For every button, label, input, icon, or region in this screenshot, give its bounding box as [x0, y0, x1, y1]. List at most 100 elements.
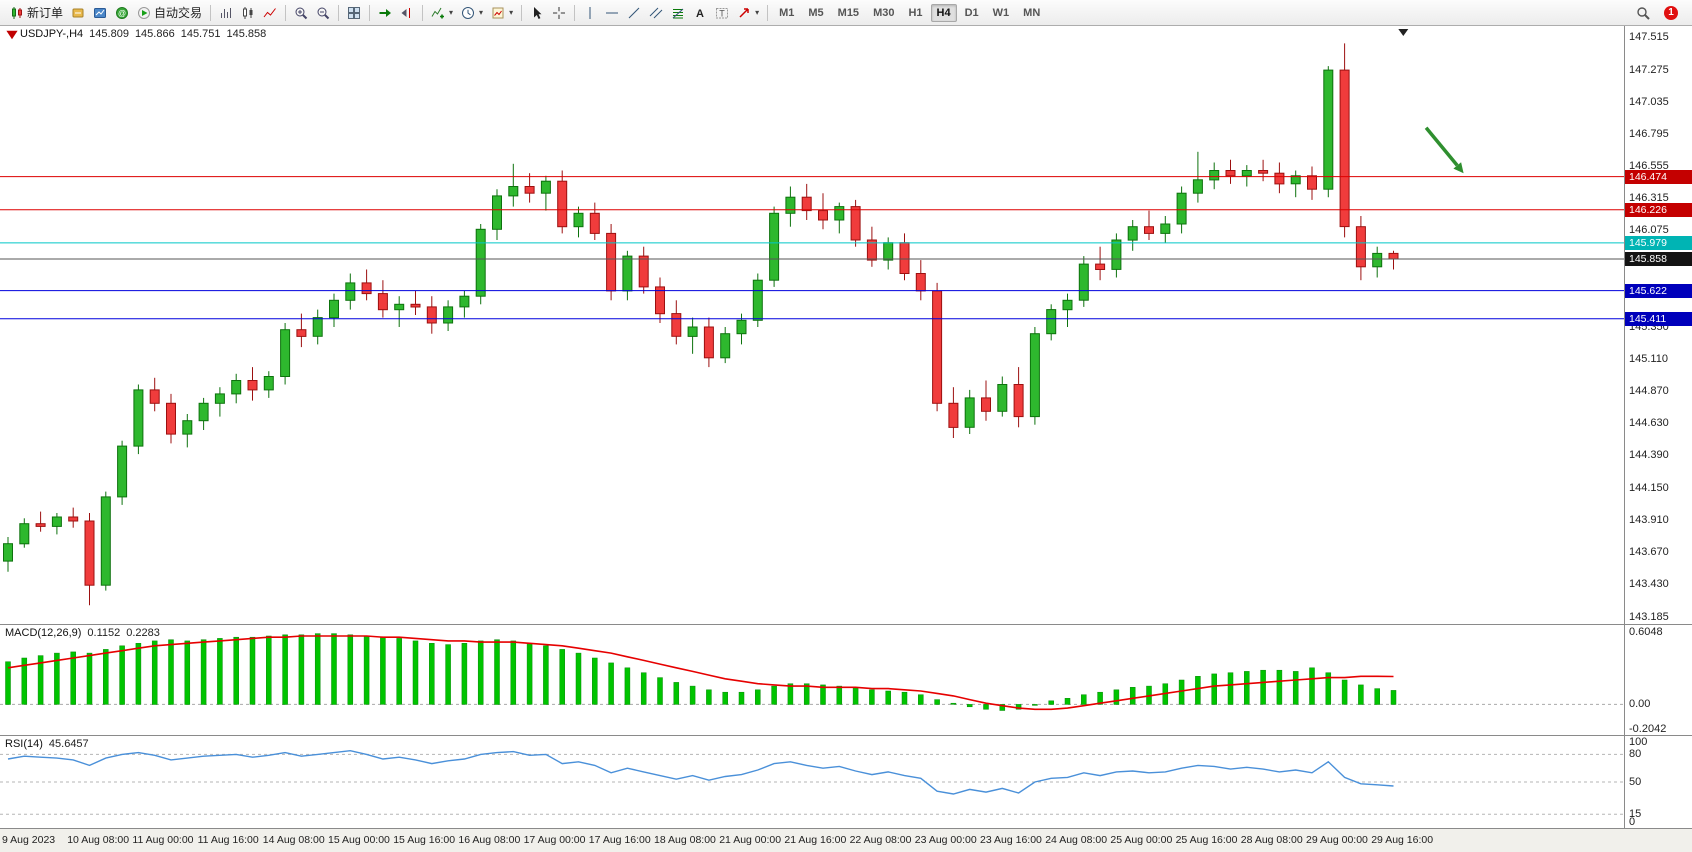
- candle: [1127, 226, 1138, 241]
- candle: [100, 496, 111, 586]
- charts-window-button[interactable]: [89, 2, 111, 24]
- price-label: 146.795: [1629, 127, 1669, 140]
- candle: [133, 389, 144, 447]
- time-label: 15 Aug 00:00: [328, 834, 390, 846]
- macd-pane[interactable]: MACD(12,26,9) 0.1152 0.2283: [0, 625, 1625, 735]
- dropdown-caret-icon[interactable]: ▾: [755, 8, 760, 17]
- search-button[interactable]: [1632, 2, 1654, 24]
- price-label: 143.910: [1629, 513, 1669, 526]
- dropdown-caret-icon[interactable]: ▾: [449, 8, 454, 17]
- macd-histogram[interactable]: [0, 625, 1624, 735]
- dropdown-caret-icon[interactable]: ▾: [509, 8, 514, 17]
- timeframe-w1-button[interactable]: W1: [992, 6, 1010, 19]
- toolbar-right: 1: [1632, 2, 1686, 24]
- candlestick-chart[interactable]: [0, 26, 1624, 624]
- zoom-in-button[interactable]: [290, 2, 312, 24]
- candle-chart-button[interactable]: [237, 2, 259, 24]
- vertical-line-button[interactable]: [579, 2, 601, 24]
- candle: [834, 206, 845, 221]
- line-chart-button[interactable]: [259, 2, 281, 24]
- periods-button[interactable]: ▾: [457, 2, 487, 24]
- autotrading-button[interactable]: 自动交易: [133, 2, 206, 24]
- trendline-button[interactable]: [623, 2, 645, 24]
- candle: [801, 196, 812, 212]
- text-button[interactable]: A: [689, 2, 711, 24]
- timeframe-m15-button[interactable]: M15: [837, 6, 860, 19]
- mql5-community-button[interactable]: @: [111, 2, 133, 24]
- timeframe-h4-button[interactable]: H4: [930, 3, 957, 22]
- crosshair-button[interactable]: [548, 2, 570, 24]
- chart-type-group: [215, 2, 281, 24]
- candle: [899, 242, 910, 274]
- candle: [1225, 170, 1236, 177]
- candle: [1241, 170, 1252, 177]
- chart-title-low: 145.751: [180, 28, 221, 40]
- macd-axis[interactable]: 0.6048 0.00 -0.2042: [1625, 625, 1692, 735]
- chart-shift-button[interactable]: [396, 2, 418, 24]
- timeframe-m30-button[interactable]: M30: [873, 6, 895, 19]
- price-tag[interactable]: 146.474: [1625, 169, 1692, 184]
- candle: [1192, 179, 1203, 194]
- timeframe-m1-button[interactable]: M1: [779, 6, 795, 19]
- price-tag[interactable]: 145.979: [1625, 235, 1692, 250]
- candle: [589, 212, 600, 234]
- tile-windows-icon: [347, 6, 361, 20]
- price-tag[interactable]: 145.411: [1625, 311, 1692, 326]
- notifications-button[interactable]: 1: [1660, 2, 1682, 24]
- candle: [345, 282, 356, 301]
- window-group: [343, 2, 365, 24]
- horizontal-line-icon: [605, 6, 619, 20]
- toolbar-separator: [422, 4, 424, 21]
- fibonacci-button[interactable]: [667, 2, 689, 24]
- auto-scroll-button[interactable]: [374, 2, 396, 24]
- arrows-button[interactable]: ▾: [733, 2, 763, 24]
- time-label: 17 Aug 00:00: [523, 834, 586, 846]
- candle: [35, 523, 46, 527]
- tile-windows-button[interactable]: [343, 2, 365, 24]
- templates-button[interactable]: ▾: [487, 2, 517, 24]
- price-axis[interactable]: 147.515 147.275 147.035 146.795 146.555 146.3…: [1625, 26, 1692, 624]
- timeframe-h1-button[interactable]: H1: [908, 6, 923, 19]
- time-label: 21 Aug 00:00: [719, 834, 782, 846]
- cursor-icon: [530, 6, 544, 20]
- macd-label: MACD(12,26,9): [5, 627, 82, 639]
- candle: [769, 212, 780, 281]
- macd-value-signal: 0.2283: [126, 627, 160, 639]
- candle: [1290, 175, 1301, 185]
- new-order-button[interactable]: 新订单: [6, 2, 67, 24]
- price-label: 147.035: [1629, 95, 1669, 108]
- candle: [263, 376, 274, 391]
- price-tag[interactable]: 145.622: [1625, 283, 1692, 298]
- timeframe-d1-button[interactable]: D1: [964, 6, 979, 19]
- time-axis[interactable]: 9 Aug 2023 10 Aug 08:00 11 Aug 00:00 11 Aug…: [0, 829, 1692, 852]
- channel-button[interactable]: [645, 2, 667, 24]
- bar-chart-button[interactable]: [215, 2, 237, 24]
- label-icon: T: [715, 6, 729, 20]
- zoom-out-button[interactable]: [312, 2, 334, 24]
- metaeditor-button[interactable]: [67, 2, 89, 24]
- arrow-annotation[interactable]: [1424, 126, 1459, 167]
- time-label: 25 Aug 00:00: [1110, 834, 1173, 846]
- price-label: 144.870: [1629, 385, 1669, 398]
- horizontal-line-button[interactable]: [601, 2, 623, 24]
- timeframe-m5-button[interactable]: M5: [808, 6, 824, 19]
- price-row: USDJPY-,H4 145.809 145.866 145.751 145.8…: [0, 26, 1692, 625]
- time-label: 15 Aug 16:00: [393, 834, 456, 846]
- rsi-axis[interactable]: 100 80 50 15 0: [1625, 736, 1692, 828]
- indicators-button[interactable]: ▾: [427, 2, 457, 24]
- text-label-button[interactable]: T: [711, 2, 733, 24]
- rsi-line-chart[interactable]: [0, 736, 1624, 828]
- candle: [703, 326, 714, 359]
- autotrading-icon: [137, 6, 151, 20]
- price-tag[interactable]: 145.858: [1625, 252, 1692, 266]
- price-pane[interactable]: USDJPY-,H4 145.809 145.866 145.751 145.8…: [0, 26, 1625, 624]
- timeframe-mn-button[interactable]: MN: [1023, 6, 1041, 19]
- candle: [687, 326, 698, 337]
- dropdown-caret-icon[interactable]: ▾: [479, 8, 484, 17]
- cursor-group: [526, 2, 570, 24]
- cursor-button[interactable]: [526, 2, 548, 24]
- price-tag[interactable]: 146.226: [1625, 202, 1692, 217]
- clock-icon: [461, 6, 475, 20]
- rsi-pane[interactable]: RSI(14) 45.6457: [0, 736, 1625, 828]
- candle: [638, 255, 649, 288]
